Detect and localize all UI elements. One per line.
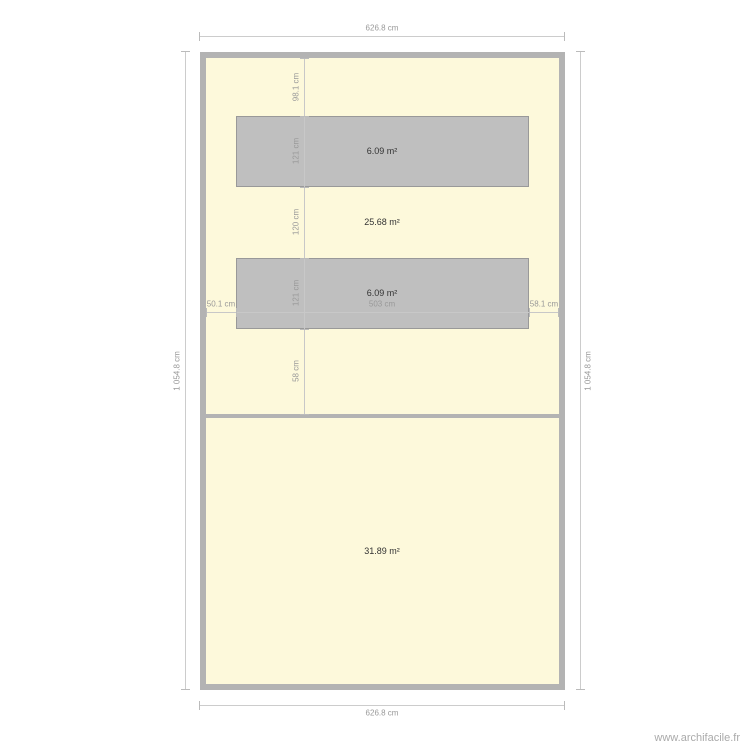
dim-tick xyxy=(199,701,200,710)
inner-tick xyxy=(558,308,559,317)
inner-tick xyxy=(206,308,207,317)
dim-tick xyxy=(199,32,200,41)
inner-tick xyxy=(236,308,237,317)
dim-line-right xyxy=(580,52,581,690)
inner-tick xyxy=(529,308,530,317)
dim-line-left xyxy=(185,52,186,690)
inner-tick xyxy=(300,258,309,259)
dim-bottom-gap: 58 cm xyxy=(292,360,301,382)
dim-width-top: 626.8 cm xyxy=(366,24,399,33)
inner-tick xyxy=(300,414,309,415)
dim-line-bottom xyxy=(200,705,565,706)
dim-tick xyxy=(576,689,585,690)
inner-dim-hline xyxy=(206,312,559,313)
area-rect1: 6.09 m² xyxy=(367,146,398,156)
dim-right-gap: 58.1 cm xyxy=(530,300,558,309)
divider-wall xyxy=(206,414,559,418)
dim-rect2-h: 121 cm xyxy=(292,280,301,306)
watermark: www.archifacile.fr xyxy=(654,732,740,744)
dim-tick xyxy=(576,51,585,52)
dim-line-top xyxy=(200,36,565,37)
inner-tick xyxy=(300,329,309,330)
dim-tick xyxy=(564,32,565,41)
dim-top-gap: 98.1 cm xyxy=(292,73,301,101)
floorplan-canvas: 626.8 cm 626.8 cm 1 054.8 cm 1 054.8 cm … xyxy=(0,0,750,750)
inner-tick xyxy=(300,187,309,188)
dim-height-right: 1 054.8 cm xyxy=(584,351,593,391)
dim-left-gap: 50.1 cm xyxy=(207,300,235,309)
dim-rect1-h: 121 cm xyxy=(292,138,301,164)
dim-width-bottom: 626.8 cm xyxy=(366,709,399,718)
room-upper xyxy=(206,58,559,414)
dim-mid-gap: 120 cm xyxy=(292,209,301,235)
area-lower: 31.89 m² xyxy=(364,546,400,556)
inner-dim-vline xyxy=(304,58,305,414)
dim-tick xyxy=(181,689,190,690)
dim-height-left: 1 054.8 cm xyxy=(173,351,182,391)
dim-rect-w: 503 cm xyxy=(369,300,395,309)
dim-tick xyxy=(564,701,565,710)
inner-tick xyxy=(300,116,309,117)
area-upper: 25.68 m² xyxy=(364,217,400,227)
inner-tick xyxy=(300,58,309,59)
area-rect2: 6.09 m² xyxy=(367,288,398,298)
dim-tick xyxy=(181,51,190,52)
